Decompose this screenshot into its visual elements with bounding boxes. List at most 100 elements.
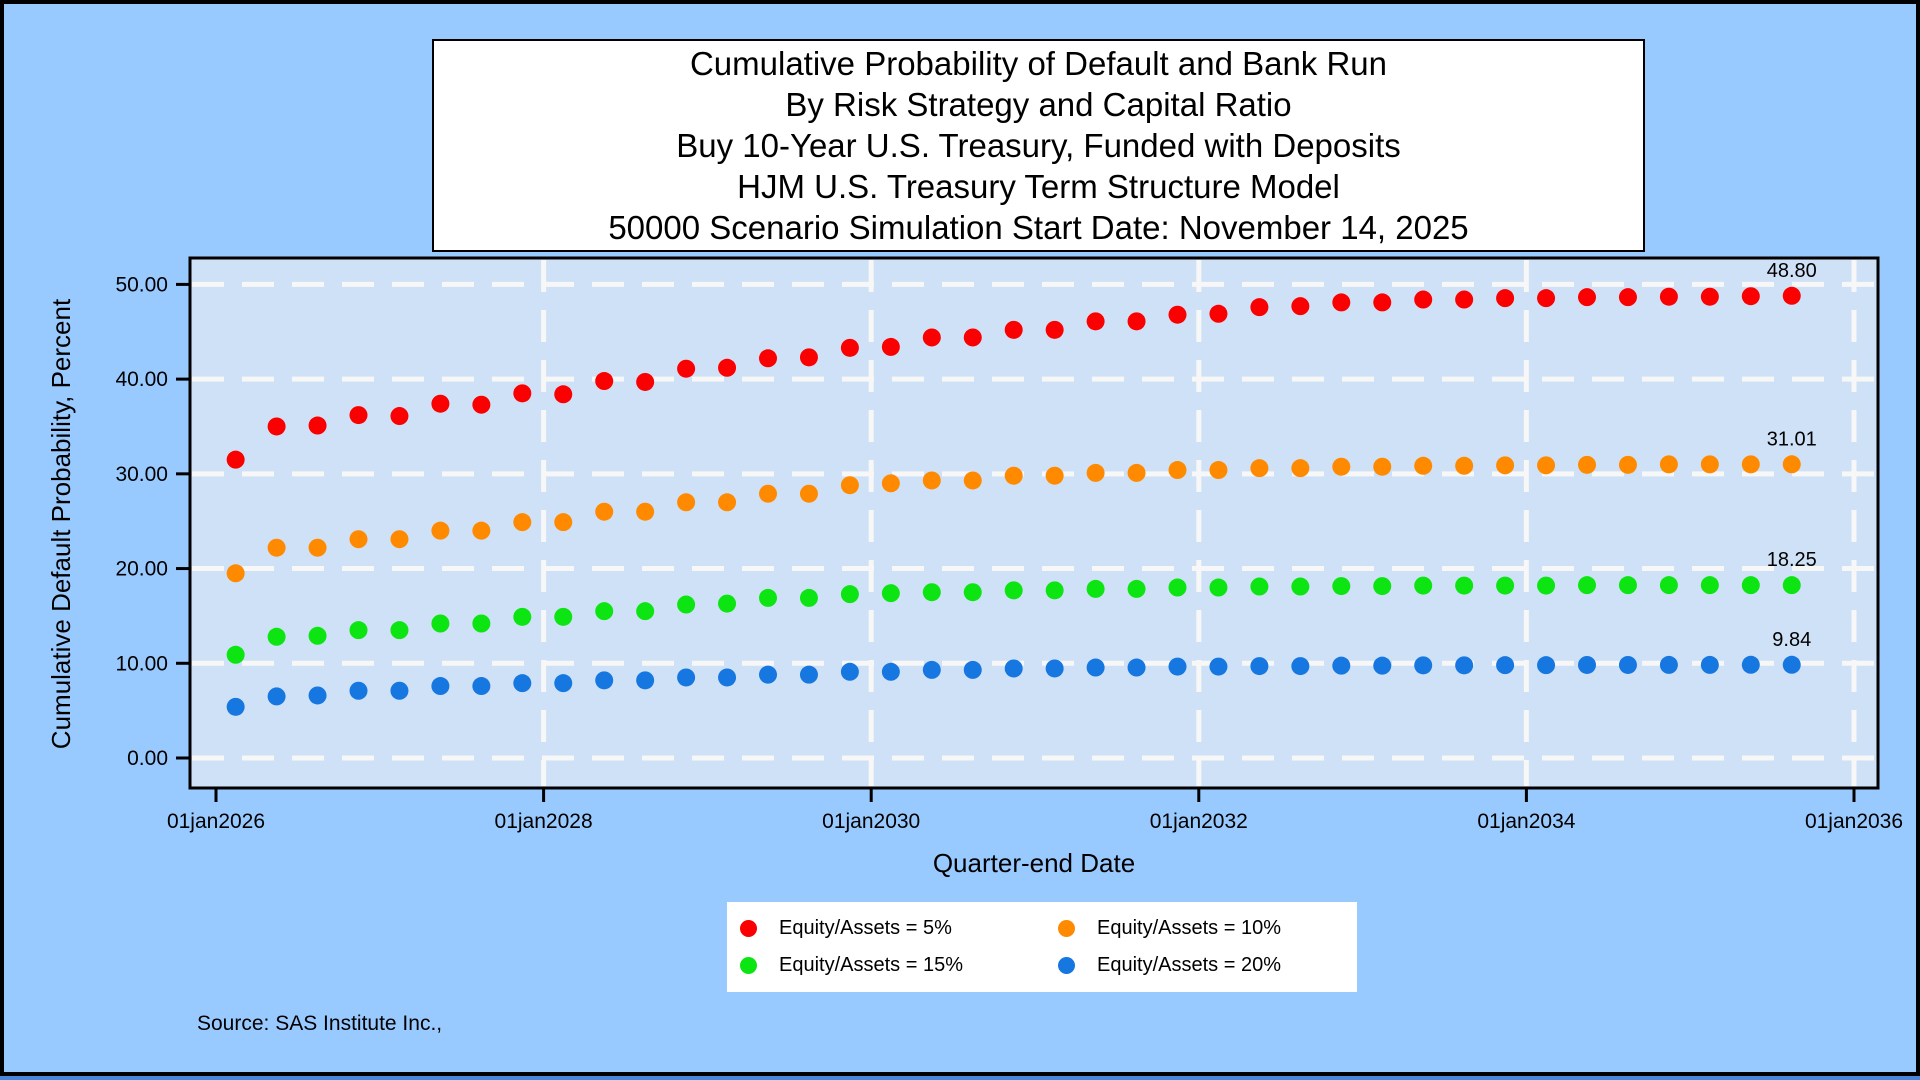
title-line-3: Buy 10-Year U.S. Treasury, Funded with D… (676, 127, 1401, 164)
data-point (1004, 581, 1023, 600)
legend-label: Equity/Assets = 10% (1097, 917, 1281, 939)
data-point (554, 385, 573, 404)
x-tick-label: 01jan2036 (1805, 810, 1903, 833)
y-tick-label: 30.00 (115, 463, 168, 486)
data-point (1537, 456, 1556, 475)
data-point (349, 621, 368, 640)
legend-item: Equity/Assets = 10% (1045, 910, 1357, 947)
data-point (1741, 287, 1760, 306)
data-point (922, 660, 941, 679)
data-point (472, 521, 491, 540)
data-point (677, 595, 696, 614)
data-point (1578, 455, 1597, 474)
data-point (1045, 581, 1064, 600)
data-point (1782, 286, 1801, 305)
data-point (308, 538, 327, 557)
data-point (1209, 304, 1228, 323)
data-point (308, 626, 327, 645)
data-point (1168, 657, 1187, 676)
data-point (636, 502, 655, 521)
data-point (472, 614, 491, 633)
data-point (1700, 455, 1719, 474)
data-point (718, 493, 737, 512)
y-tick-label: 20.00 (115, 558, 168, 581)
data-point (1373, 293, 1392, 312)
data-point (595, 602, 614, 621)
data-point (226, 564, 245, 583)
data-point (1291, 459, 1310, 478)
data-point (881, 584, 900, 603)
data-point (1700, 655, 1719, 674)
data-point (513, 607, 532, 626)
data-point (1414, 456, 1433, 475)
data-point (554, 513, 573, 532)
y-tick-label: 0.00 (127, 747, 168, 770)
data-point (1250, 459, 1269, 478)
plot-frame (188, 256, 1880, 790)
data-point (1618, 455, 1637, 474)
data-point (390, 681, 409, 700)
data-point (1250, 657, 1269, 676)
data-point (1127, 463, 1146, 482)
data-point (1741, 576, 1760, 595)
data-point (1045, 320, 1064, 339)
data-point (431, 521, 450, 540)
data-point (1045, 466, 1064, 485)
footnote: Source: SAS Institute Inc., (197, 1012, 443, 1035)
data-point (677, 359, 696, 378)
data-point (1004, 320, 1023, 339)
data-point (267, 687, 286, 706)
legend-marker-red-icon (740, 920, 757, 937)
data-point (308, 416, 327, 435)
legend: Equity/Assets = 5% Equity/Assets = 10% E… (727, 902, 1357, 992)
data-point (922, 583, 941, 602)
data-point (963, 471, 982, 490)
legend-item: Equity/Assets = 15% (727, 947, 1045, 984)
data-point (881, 337, 900, 356)
data-point (226, 697, 245, 716)
data-point (595, 671, 614, 690)
data-point (1332, 293, 1351, 312)
data-point (922, 471, 941, 490)
data-point (1496, 289, 1515, 308)
x-tick-label: 01jan2026 (167, 810, 265, 833)
data-point (267, 627, 286, 646)
data-point (840, 476, 859, 495)
data-point (881, 662, 900, 681)
data-point (226, 645, 245, 664)
data-point (349, 681, 368, 700)
data-point (267, 538, 286, 557)
data-point (595, 502, 614, 521)
data-point (1659, 655, 1678, 674)
x-tick-label: 01jan2034 (1477, 810, 1575, 833)
data-point (1168, 461, 1187, 480)
data-point (390, 621, 409, 640)
data-point (595, 372, 614, 391)
data-point (1086, 658, 1105, 677)
data-point (1496, 576, 1515, 595)
data-point (1168, 578, 1187, 597)
data-point (759, 588, 778, 607)
data-point (799, 348, 818, 367)
series-end-label: 9.84 (1772, 629, 1811, 651)
data-point (1209, 578, 1228, 597)
data-point (963, 328, 982, 347)
data-point (799, 588, 818, 607)
data-point (1782, 576, 1801, 595)
series-end-label: 18.25 (1767, 549, 1817, 571)
data-point (1618, 655, 1637, 674)
data-point (1004, 659, 1023, 678)
series-end-label: 31.01 (1767, 428, 1817, 450)
data-point (349, 406, 368, 425)
legend-item: Equity/Assets = 20% (1045, 947, 1357, 984)
data-point (759, 349, 778, 368)
data-point (1455, 576, 1474, 595)
title-line-2: By Risk Strategy and Capital Ratio (785, 86, 1292, 123)
data-point (1127, 312, 1146, 331)
y-tick-label: 40.00 (115, 368, 168, 391)
data-point (1291, 657, 1310, 676)
data-point (1496, 656, 1515, 675)
title-line-4: HJM U.S. Treasury Term Structure Model (737, 168, 1340, 205)
data-point (390, 530, 409, 549)
